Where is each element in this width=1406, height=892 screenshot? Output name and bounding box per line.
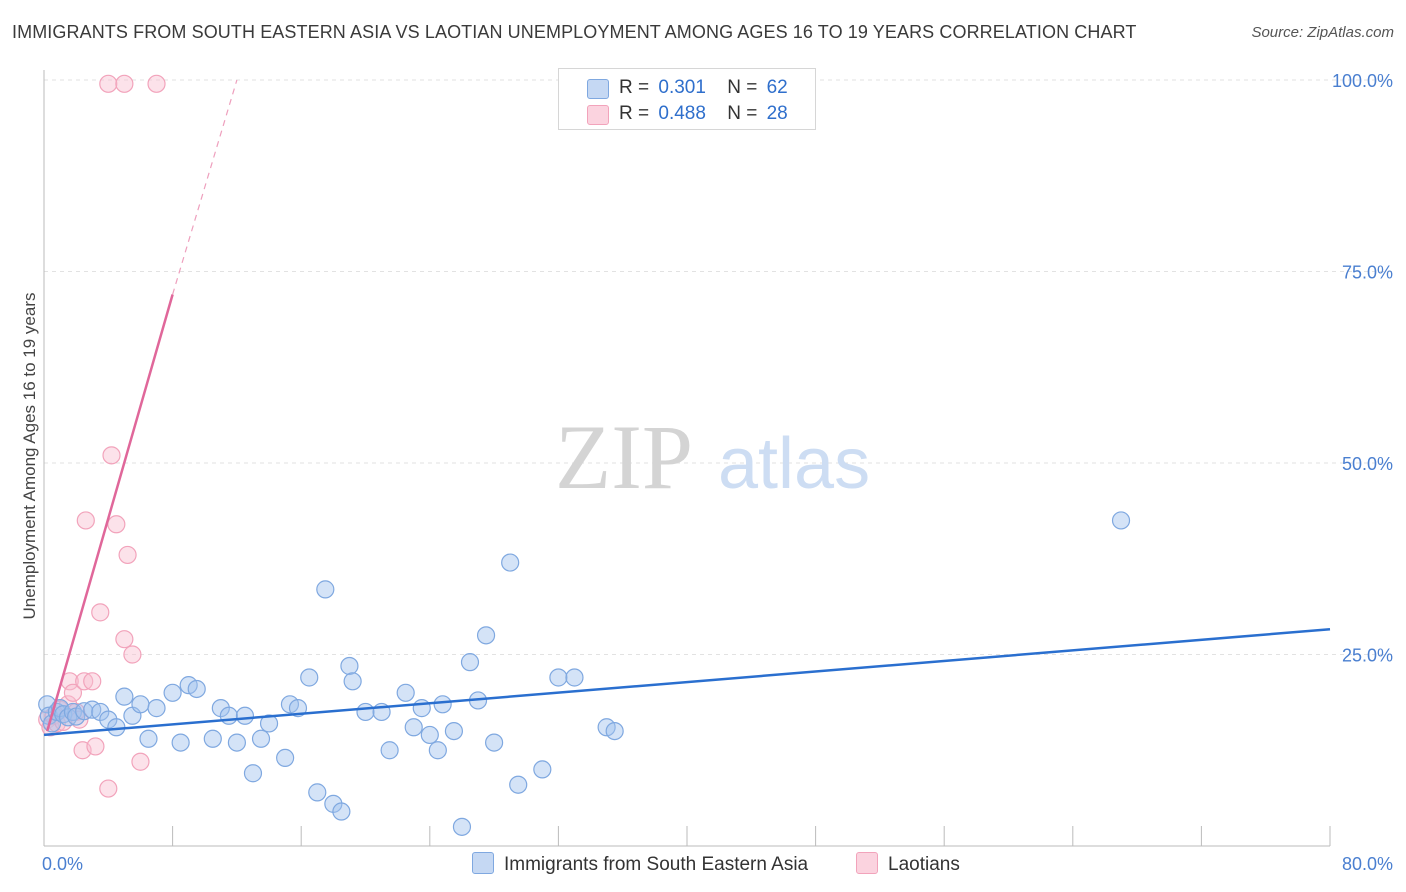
immigrants-point-62 bbox=[605, 721, 624, 741]
immigrants-point-17 bbox=[139, 729, 158, 748]
immigrants-point-22 bbox=[187, 679, 206, 699]
immigrants-point-44 bbox=[396, 683, 415, 702]
legend-n-label: N = bbox=[727, 77, 758, 98]
immigrants-point-36 bbox=[316, 580, 335, 599]
laotians-trend-line bbox=[46, 294, 174, 732]
immigrants-point-34 bbox=[300, 668, 319, 687]
immigrants-point-60 bbox=[565, 668, 584, 687]
series-swatch-blue bbox=[472, 852, 494, 874]
immigrants-point-23 bbox=[203, 729, 222, 748]
series-legend-immigrants: Immigrants from South Eastern Asia bbox=[472, 852, 808, 876]
immigrants-point-52 bbox=[460, 653, 480, 672]
immigrants-point-48 bbox=[428, 741, 447, 760]
immigrants-point-43 bbox=[380, 741, 399, 760]
laotians-point-20 bbox=[115, 630, 134, 649]
legend-r-value-pink: 0.488 bbox=[658, 103, 706, 124]
laotians-point-22 bbox=[123, 645, 142, 664]
chart-title: IMMIGRANTS FROM SOUTH EASTERN ASIA VS LA… bbox=[12, 22, 1137, 42]
immigrants-point-56 bbox=[501, 553, 520, 572]
grid-lines bbox=[44, 79, 1395, 655]
immigrants-point-28 bbox=[243, 764, 263, 783]
laotians-point-19 bbox=[107, 515, 126, 534]
immigrants-point-63 bbox=[1111, 511, 1131, 530]
immigrants-point-18 bbox=[147, 699, 166, 718]
laotians-point-23 bbox=[131, 752, 150, 771]
series-legend-laotians: Laotians bbox=[856, 852, 960, 876]
immigrants-point-26 bbox=[227, 733, 246, 752]
tick-labels: 25.0% 50.0% 75.0% 100.0% 0.0% 80.0% bbox=[42, 71, 1393, 874]
laotians-point-15 bbox=[86, 737, 105, 756]
laotians-point-18 bbox=[102, 446, 121, 465]
legend-r-label: R = bbox=[619, 77, 650, 98]
immigrants-point-21 bbox=[171, 733, 190, 752]
source-credit: Source: ZipAtlas.com bbox=[1251, 24, 1394, 41]
legend-swatch-pink bbox=[587, 105, 609, 125]
immigrants-point-54 bbox=[476, 626, 496, 645]
series-label-laotians: Laotians bbox=[888, 854, 960, 875]
immigrants-point-14 bbox=[115, 687, 134, 706]
laotians-point-14 bbox=[83, 672, 102, 691]
immigrants-trend-line bbox=[43, 627, 1331, 737]
laotians-point-17 bbox=[99, 779, 118, 798]
immigrants-point-58 bbox=[533, 760, 552, 779]
immigrants-point-25 bbox=[219, 706, 238, 725]
legend-n-value-blue: 62 bbox=[766, 77, 788, 98]
axes bbox=[43, 70, 1331, 847]
series-label-immigrants: Immigrants from South Eastern Asia bbox=[504, 854, 809, 875]
y-axis-label: Unemployment Among Ages 16 to 19 years bbox=[20, 292, 39, 620]
laotians-trend-extension bbox=[172, 79, 238, 295]
laotians-point-16 bbox=[91, 603, 110, 622]
laotians-points bbox=[38, 74, 166, 798]
legend-r-label: R = bbox=[619, 103, 650, 124]
immigrants-point-31 bbox=[276, 748, 295, 768]
laotians-point-21 bbox=[118, 545, 137, 565]
series-swatch-pink bbox=[856, 852, 878, 874]
correlation-legend: R = 0.301 N = 62 R = 0.488 N = 28 bbox=[558, 68, 816, 130]
legend-swatch-blue bbox=[587, 79, 609, 99]
immigrants-point-40 bbox=[343, 672, 362, 691]
immigrants-point-33 bbox=[288, 699, 308, 718]
laotians-point-24 bbox=[99, 74, 118, 93]
immigrants-point-30 bbox=[259, 714, 279, 733]
immigrants-point-19 bbox=[163, 683, 182, 702]
y-tick-label-1: 50.0% bbox=[1342, 454, 1393, 474]
immigrants-point-55 bbox=[485, 733, 504, 752]
legend-n-label: N = bbox=[727, 103, 758, 124]
laotians-point-25 bbox=[115, 74, 134, 93]
immigrants-point-41 bbox=[356, 702, 375, 722]
immigrants-point-47 bbox=[420, 725, 439, 745]
laotians-point-26 bbox=[147, 74, 166, 93]
x-tick-label-max: 80.0% bbox=[1342, 854, 1393, 874]
y-tick-label-3: 100.0% bbox=[1332, 71, 1393, 91]
immigrants-point-39 bbox=[340, 656, 359, 676]
y-tick-label-0: 25.0% bbox=[1342, 646, 1393, 666]
trend-lines bbox=[43, 79, 1331, 737]
immigrants-points bbox=[38, 511, 1131, 836]
x-tick-label-min: 0.0% bbox=[42, 854, 83, 874]
immigrants-point-16 bbox=[131, 695, 150, 714]
legend-n-value-pink: 28 bbox=[766, 103, 788, 124]
immigrants-point-49 bbox=[433, 695, 452, 714]
immigrants-point-35 bbox=[308, 783, 327, 802]
y-tick-label-2: 75.0% bbox=[1342, 263, 1393, 283]
immigrants-point-57 bbox=[509, 775, 528, 794]
immigrants-point-51 bbox=[452, 817, 472, 836]
laotians-point-13 bbox=[76, 511, 95, 530]
immigrants-point-59 bbox=[549, 668, 568, 687]
immigrants-point-38 bbox=[332, 802, 351, 821]
watermark-atlas: atlas bbox=[718, 424, 870, 504]
legend-r-value-blue: 0.301 bbox=[658, 77, 706, 98]
immigrants-point-29 bbox=[251, 729, 271, 748]
watermark-zip: ZIP bbox=[555, 406, 693, 508]
laotians-point-8 bbox=[63, 683, 83, 702]
immigrants-point-50 bbox=[444, 721, 464, 741]
immigrants-point-27 bbox=[235, 706, 255, 725]
watermark: ZIP atlas bbox=[555, 406, 870, 508]
immigrants-point-45 bbox=[404, 718, 423, 737]
